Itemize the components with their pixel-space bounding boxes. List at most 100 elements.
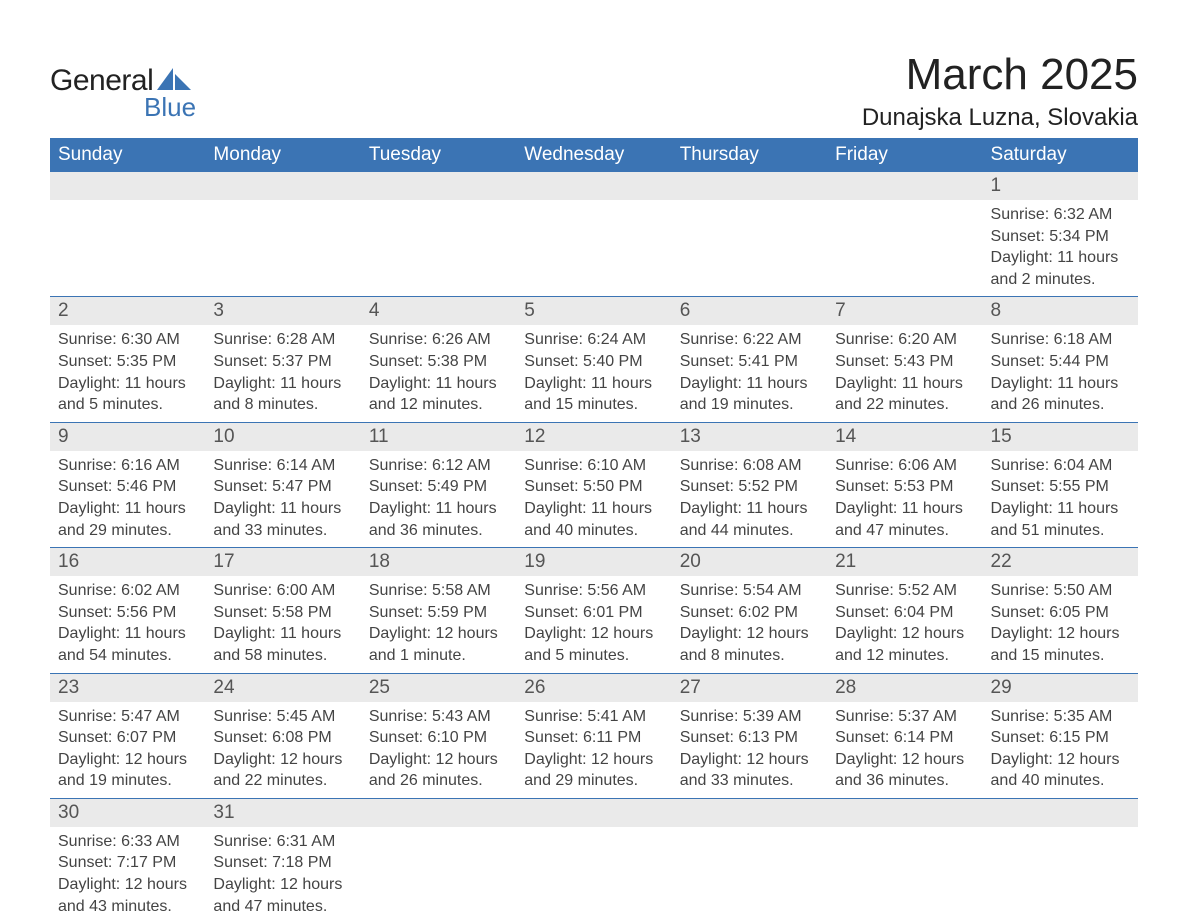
sunrise-text: Sunrise: 5:54 AM (680, 580, 819, 602)
daylight-text: Daylight: 12 hours (835, 749, 974, 771)
sunset-text: Sunset: 5:44 PM (991, 351, 1130, 373)
daylight-text: and 29 minutes. (524, 770, 663, 792)
sunrise-text: Sunrise: 5:41 AM (524, 706, 663, 728)
sunrise-text: Sunrise: 6:32 AM (991, 204, 1130, 226)
day-detail-cell: Sunrise: 5:41 AMSunset: 6:11 PMDaylight:… (516, 702, 671, 799)
daylight-text: Daylight: 12 hours (58, 874, 197, 896)
sunrise-text: Sunrise: 6:00 AM (213, 580, 352, 602)
day-number-cell: 23 (50, 673, 205, 702)
day-number-cell: 12 (516, 422, 671, 451)
sunset-text: Sunset: 5:47 PM (213, 476, 352, 498)
sunrise-text: Sunrise: 5:37 AM (835, 706, 974, 728)
day-detail-cell: Sunrise: 5:39 AMSunset: 6:13 PMDaylight:… (672, 702, 827, 799)
sunrise-text: Sunrise: 5:45 AM (213, 706, 352, 728)
daylight-text: and 36 minutes. (369, 520, 508, 542)
day-detail-cell: Sunrise: 6:16 AMSunset: 5:46 PMDaylight:… (50, 451, 205, 548)
day-detail-cell (516, 827, 671, 923)
day-detail-cell: Sunrise: 5:50 AMSunset: 6:05 PMDaylight:… (983, 576, 1138, 673)
daylight-text: and 33 minutes. (680, 770, 819, 792)
day-detail-cell: Sunrise: 6:22 AMSunset: 5:41 PMDaylight:… (672, 325, 827, 422)
day-detail-cell: Sunrise: 6:00 AMSunset: 5:58 PMDaylight:… (205, 576, 360, 673)
day-detail-cell: Sunrise: 6:30 AMSunset: 5:35 PMDaylight:… (50, 325, 205, 422)
day-number-cell (361, 798, 516, 827)
day-number-cell: 19 (516, 548, 671, 577)
sunrise-text: Sunrise: 5:58 AM (369, 580, 508, 602)
page-header: General Blue March 2025 Dunajska Luzna, … (50, 50, 1138, 132)
daylight-text: and 15 minutes. (991, 645, 1130, 667)
day-detail-cell: Sunrise: 5:45 AMSunset: 6:08 PMDaylight:… (205, 702, 360, 799)
sunrise-text: Sunrise: 5:35 AM (991, 706, 1130, 728)
sunrise-text: Sunrise: 6:14 AM (213, 455, 352, 477)
sunset-text: Sunset: 5:49 PM (369, 476, 508, 498)
day-detail-cell (672, 200, 827, 297)
sunrise-text: Sunrise: 5:39 AM (680, 706, 819, 728)
day-number-cell: 29 (983, 673, 1138, 702)
daylight-text: Daylight: 11 hours (835, 498, 974, 520)
daylight-text: and 2 minutes. (991, 269, 1130, 291)
brand-blue: Blue (144, 92, 196, 123)
day-detail-cell: Sunrise: 5:47 AMSunset: 6:07 PMDaylight:… (50, 702, 205, 799)
day-detail-cell (672, 827, 827, 923)
day-number-cell: 14 (827, 422, 982, 451)
daylight-text: and 40 minutes. (991, 770, 1130, 792)
sunrise-text: Sunrise: 6:31 AM (213, 831, 352, 853)
day-detail-cell: Sunrise: 6:04 AMSunset: 5:55 PMDaylight:… (983, 451, 1138, 548)
day-number-cell: 15 (983, 422, 1138, 451)
daylight-text: Daylight: 12 hours (524, 749, 663, 771)
day-detail-cell: Sunrise: 6:24 AMSunset: 5:40 PMDaylight:… (516, 325, 671, 422)
day-detail-cell (827, 827, 982, 923)
sunset-text: Sunset: 5:46 PM (58, 476, 197, 498)
sunrise-text: Sunrise: 6:10 AM (524, 455, 663, 477)
sunset-text: Sunset: 5:55 PM (991, 476, 1130, 498)
daylight-text: and 12 minutes. (835, 645, 974, 667)
sunrise-text: Sunrise: 6:16 AM (58, 455, 197, 477)
sunset-text: Sunset: 5:52 PM (680, 476, 819, 498)
daylight-text: Daylight: 11 hours (58, 373, 197, 395)
day-detail-cell: Sunrise: 6:28 AMSunset: 5:37 PMDaylight:… (205, 325, 360, 422)
day-number-cell: 28 (827, 673, 982, 702)
day-number-cell: 13 (672, 422, 827, 451)
sunset-text: Sunset: 6:11 PM (524, 727, 663, 749)
day-number-row: 23242526272829 (50, 673, 1138, 702)
day-detail-row: Sunrise: 6:32 AMSunset: 5:34 PMDaylight:… (50, 200, 1138, 297)
sunset-text: Sunset: 5:59 PM (369, 602, 508, 624)
daylight-text: Daylight: 12 hours (835, 623, 974, 645)
sunset-text: Sunset: 5:53 PM (835, 476, 974, 498)
day-detail-cell: Sunrise: 6:32 AMSunset: 5:34 PMDaylight:… (983, 200, 1138, 297)
location-subtitle: Dunajska Luzna, Slovakia (862, 104, 1138, 132)
sunset-text: Sunset: 5:41 PM (680, 351, 819, 373)
sunrise-text: Sunrise: 6:22 AM (680, 329, 819, 351)
day-number-cell (827, 798, 982, 827)
sunrise-text: Sunrise: 6:24 AM (524, 329, 663, 351)
day-number-cell: 25 (361, 673, 516, 702)
day-detail-cell: Sunrise: 6:06 AMSunset: 5:53 PMDaylight:… (827, 451, 982, 548)
sunrise-text: Sunrise: 6:30 AM (58, 329, 197, 351)
weekday-header: Wednesday (516, 138, 671, 172)
daylight-text: and 51 minutes. (991, 520, 1130, 542)
daylight-text: Daylight: 11 hours (524, 373, 663, 395)
daylight-text: and 8 minutes. (213, 394, 352, 416)
daylight-text: and 58 minutes. (213, 645, 352, 667)
day-number-cell: 5 (516, 297, 671, 326)
day-number-cell: 24 (205, 673, 360, 702)
sunrise-text: Sunrise: 6:18 AM (991, 329, 1130, 351)
daylight-text: and 1 minute. (369, 645, 508, 667)
sunrise-text: Sunrise: 6:33 AM (58, 831, 197, 853)
day-detail-cell: Sunrise: 6:02 AMSunset: 5:56 PMDaylight:… (50, 576, 205, 673)
day-number-cell: 27 (672, 673, 827, 702)
brand-general: General (50, 64, 153, 98)
weekday-header: Monday (205, 138, 360, 172)
daylight-text: and 22 minutes. (835, 394, 974, 416)
weekday-header: Tuesday (361, 138, 516, 172)
day-number-cell: 10 (205, 422, 360, 451)
sunset-text: Sunset: 6:05 PM (991, 602, 1130, 624)
sunrise-text: Sunrise: 6:26 AM (369, 329, 508, 351)
day-number-cell: 8 (983, 297, 1138, 326)
sunset-text: Sunset: 5:56 PM (58, 602, 197, 624)
sunset-text: Sunset: 6:14 PM (835, 727, 974, 749)
weekday-header-row: Sunday Monday Tuesday Wednesday Thursday… (50, 138, 1138, 172)
daylight-text: Daylight: 12 hours (369, 623, 508, 645)
brand-logo: General Blue (50, 64, 196, 123)
daylight-text: Daylight: 11 hours (524, 498, 663, 520)
day-detail-cell (361, 827, 516, 923)
